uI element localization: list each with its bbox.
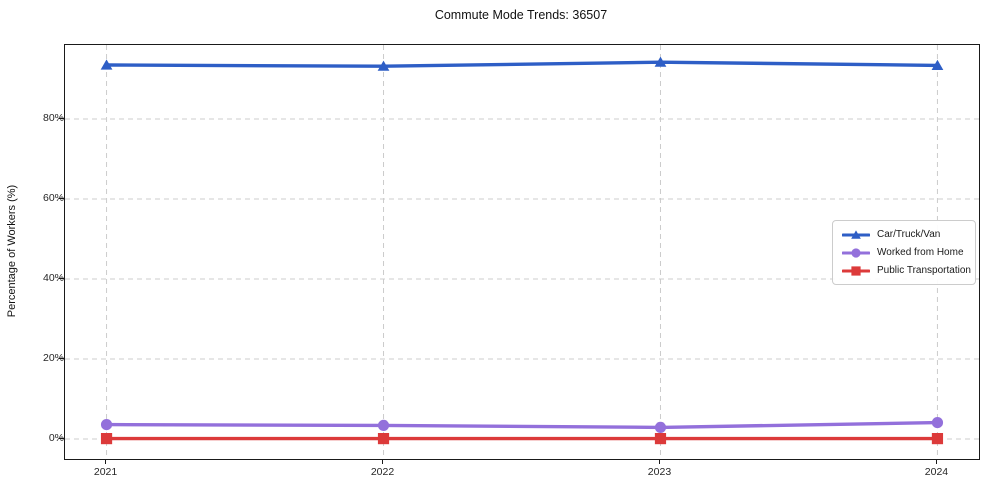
legend-label: Car/Truck/Van — [877, 229, 941, 240]
y-axis-label: Percentage of Workers (%) — [6, 184, 18, 318]
circle-marker — [654, 421, 667, 433]
legend-label: Public Transportation — [877, 265, 971, 276]
chart-canvas — [65, 45, 979, 459]
x-tick-mark — [658, 459, 661, 464]
y-tick-label: 80% — [42, 112, 64, 124]
circle-marker — [851, 247, 861, 258]
x-tick-label: 2021 — [93, 466, 118, 478]
triangle-marker — [100, 59, 113, 70]
square-marker — [377, 433, 390, 445]
triangle-marker — [654, 56, 667, 67]
legend-item-public-transportation: Public Transportation — [842, 264, 971, 277]
triangle-marker — [931, 59, 944, 70]
triangle-marker — [851, 229, 861, 239]
y-tick-label: 40% — [42, 272, 64, 284]
y-tick-label: 60% — [42, 192, 64, 204]
legend: Car/Truck/Van Worked from Home Public Tr… — [832, 220, 976, 285]
series-line-worked-from-home — [104, 420, 940, 430]
legend-sample-line-0 — [842, 229, 870, 239]
y-tick-mark — [59, 277, 64, 279]
x-tick-label: 2022 — [370, 466, 395, 478]
series-line-car-truck-van — [104, 60, 940, 68]
chart-title: Commute Mode Trends: 36507 — [434, 8, 608, 22]
circle-marker — [100, 419, 113, 431]
square-marker — [654, 433, 667, 445]
plot-area — [64, 44, 980, 460]
x-tick-mark — [935, 459, 938, 464]
y-tick-mark — [59, 117, 64, 119]
circle-marker — [931, 417, 944, 429]
legend-item-car-truck-van: Car/Truck/Van — [842, 228, 967, 241]
legend-sample-line-2 — [842, 265, 870, 276]
x-tick-mark — [105, 459, 107, 464]
legend-item-worked-from-home: Worked from Home — [842, 246, 967, 259]
y-tick-label: 0% — [48, 432, 64, 444]
y-tick-mark — [59, 357, 64, 359]
y-tick-label: 20% — [42, 352, 64, 364]
y-tick-mark — [59, 437, 64, 439]
square-marker — [851, 265, 861, 276]
legend-label: Worked from Home — [877, 247, 964, 258]
y-tick-mark — [59, 197, 64, 199]
x-tick-label: 2024 — [924, 466, 949, 478]
x-tick-label: 2023 — [647, 466, 672, 478]
triangle-marker — [377, 60, 390, 71]
square-marker — [100, 433, 113, 445]
legend-sample-line-1 — [842, 247, 870, 258]
square-marker — [931, 433, 944, 445]
x-tick-mark — [382, 459, 384, 464]
circle-marker — [377, 419, 390, 431]
